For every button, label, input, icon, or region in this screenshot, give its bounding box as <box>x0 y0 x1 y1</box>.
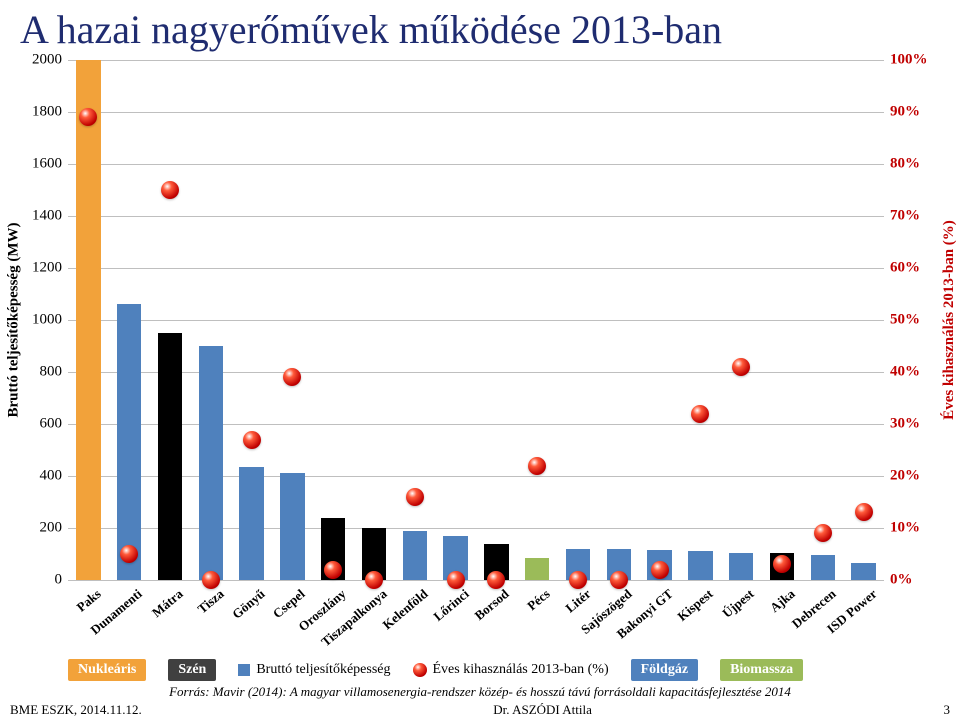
y2-tick: 30% <box>890 416 920 433</box>
marker <box>732 358 750 376</box>
legend-nuclear: Nukleáris <box>68 659 146 681</box>
y-tick: 800 <box>40 364 63 381</box>
legend-label: Bruttó teljesítőképesség <box>256 662 390 678</box>
x-tick: Újpest <box>720 586 758 621</box>
bar <box>811 555 835 580</box>
bar <box>239 467 263 580</box>
marker <box>161 181 179 199</box>
source-text: Forrás: Mavir (2014): A magyar villamose… <box>40 684 920 700</box>
marker <box>651 561 669 579</box>
marker <box>855 503 873 521</box>
bar <box>729 553 753 580</box>
bar <box>688 551 712 580</box>
y2-tick: 60% <box>890 260 920 277</box>
y-tick: 1800 <box>32 104 62 121</box>
marker <box>814 524 832 542</box>
x-tick: Lőrinci <box>430 586 472 625</box>
chart: 02004006008001000120014001600180020000%1… <box>68 60 884 580</box>
legend-swatch-icon <box>238 664 250 676</box>
legend-bio: Biomassza <box>720 659 803 681</box>
y-tick: 2000 <box>32 52 62 69</box>
legend-label: Éves kihasználás 2013-ban (%) <box>433 662 609 678</box>
x-tick: Mátra <box>149 586 186 621</box>
legend-gas: Földgáz <box>631 659 698 681</box>
x-tick: Pécs <box>524 586 553 614</box>
x-tick: Paks <box>74 586 105 615</box>
footer-center: Dr. ASZÓDI Attila <box>493 702 592 718</box>
y2-tick: 90% <box>890 104 920 121</box>
y2-axis-label: Éves kihasználás 2013-ban (%) <box>942 220 959 420</box>
y2-tick: 10% <box>890 520 920 537</box>
y-tick: 0 <box>55 572 63 589</box>
y2-tick: 70% <box>890 208 920 225</box>
bar <box>851 563 875 580</box>
footer-left: BME ESZK, 2014.11.12. <box>10 702 142 718</box>
y2-tick: 100% <box>890 52 928 69</box>
x-tick: Tisza <box>194 586 227 617</box>
legend: Nukleáris Szén Bruttó teljesítőképesség … <box>68 658 892 682</box>
y2-tick: 0% <box>890 572 913 589</box>
bar <box>76 60 100 580</box>
y-tick: 600 <box>40 416 63 433</box>
y-tick: 1400 <box>32 208 62 225</box>
legend-capacity: Bruttó teljesítőképesség <box>238 662 390 678</box>
y-tick: 400 <box>40 468 63 485</box>
x-tick: Ajka <box>767 586 798 616</box>
bar <box>280 473 304 580</box>
y-axis-label: Bruttó teljesítőképesség (MW) <box>6 223 23 418</box>
legend-utilization: Éves kihasználás 2013-ban (%) <box>413 662 609 678</box>
marker <box>283 368 301 386</box>
x-tick: Borsod <box>472 586 513 624</box>
bar <box>403 531 427 580</box>
marker <box>406 488 424 506</box>
x-tick: Litér <box>562 586 594 616</box>
x-tick: Kispest <box>675 586 717 625</box>
marker <box>691 405 709 423</box>
legend-coal: Szén <box>168 659 216 681</box>
y2-tick: 50% <box>890 312 920 329</box>
marker <box>528 457 546 475</box>
y2-tick: 80% <box>890 156 920 173</box>
marker <box>324 561 342 579</box>
bar <box>158 333 182 580</box>
footer: BME ESZK, 2014.11.12. Dr. ASZÓDI Attila … <box>10 702 950 718</box>
bar <box>199 346 223 580</box>
y-tick: 1600 <box>32 156 62 173</box>
marker <box>79 108 97 126</box>
marker <box>120 545 138 563</box>
page-title: A hazai nagyerőművek működése 2013-ban <box>20 6 722 53</box>
y-tick: 1200 <box>32 260 62 277</box>
bar <box>525 558 549 580</box>
y2-tick: 40% <box>890 364 920 381</box>
marker <box>243 431 261 449</box>
y-tick: 200 <box>40 520 63 537</box>
plot-area: 02004006008001000120014001600180020000%1… <box>68 60 884 580</box>
y2-tick: 20% <box>890 468 920 485</box>
x-tick: Gönyű <box>229 586 268 622</box>
y-tick: 1000 <box>32 312 62 329</box>
marker <box>773 555 791 573</box>
legend-dot-icon <box>413 663 427 677</box>
footer-right: 3 <box>943 702 950 718</box>
slide: A hazai nagyerőművek működése 2013-ban 0… <box>0 0 960 720</box>
bar <box>117 304 141 580</box>
